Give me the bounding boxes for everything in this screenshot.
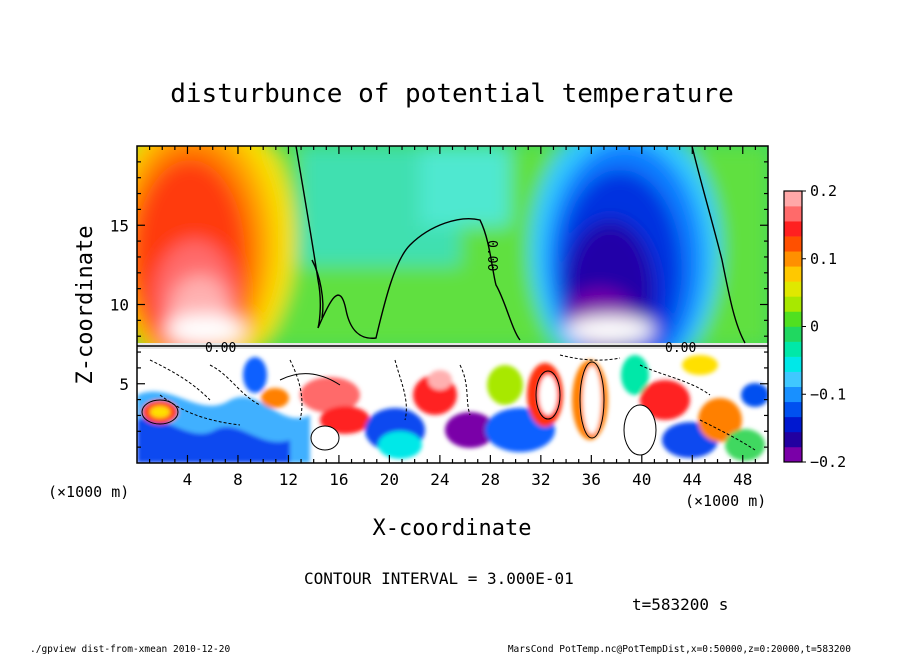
colorbar-swatch [784,296,802,312]
colorbar [783,190,803,463]
x-tick-label: 12 [279,470,298,489]
contour-lines-lower-solid [141,361,657,456]
contour-label: 0.00 [665,341,696,356]
colorbar-swatch [784,191,802,207]
contour-label: 0.00 [484,240,499,271]
colorbar-label: 0 [810,318,819,336]
axis-ticks [137,146,768,463]
upper-field [137,146,768,385]
footer-left: ./gpview_dist-from-xmean 2010-12-20 [30,644,230,654]
contour-lines [137,146,768,347]
x-tick-label: 44 [683,470,702,489]
contour-label: 0.00 [205,341,236,356]
x-tick-label: 4 [183,470,193,489]
colorbar-swatch [784,311,802,327]
chart-title: disturbunce of potential temperature [170,79,734,109]
x-tick-label: 36 [582,470,601,489]
y-axis-label: Z-coordinate [73,226,98,385]
colorbar-swatch [784,416,802,433]
colorbar-label: 0.1 [810,250,837,268]
colorbar-swatch [784,221,802,237]
x-tick-label: 8 [233,470,243,489]
colorbar-swatch [784,356,802,372]
x-tick-label: 48 [733,470,752,489]
colorbar-swatch [784,326,802,342]
colorbar-labels: 0.2 0.1 0 −0.1 −0.2 [802,182,846,471]
colorbar-swatch [784,341,802,357]
x-tick-label: 16 [329,470,348,489]
colorbar-swatch [784,251,802,267]
x-unit-left: (×1000 m) [48,483,129,501]
colorbar-swatch [784,371,802,388]
x-tick-label: 28 [481,470,500,489]
y-tick-label: 10 [110,296,129,315]
colorbar-label: −0.1 [810,385,846,403]
colorbar-swatch [784,446,802,463]
colorbar-swatch [784,401,802,418]
colorbar-label: −0.2 [810,453,846,471]
colorbar-swatch [784,266,802,282]
time-text: t=583200 s [632,595,728,614]
contour-lines-lower [149,354,756,451]
colorbar-swatch [784,236,802,252]
plot-area: 0.00 0.00 0.00 [137,146,768,463]
x-tick-label: 20 [380,470,399,489]
x-axis-label: X-coordinate [373,516,532,541]
colorbar-swatch [784,386,802,403]
colorbar-swatch [784,281,802,297]
y-tick-labels: 5 10 15 [110,216,129,394]
contour-interval-text: CONTOUR INTERVAL = 3.000E-01 [304,569,574,588]
colorbar-swatch [784,431,802,448]
y-tick-label: 15 [110,216,129,235]
colorbar-swatch [784,206,802,222]
x-tick-label: 40 [632,470,651,489]
colorbar-label: 0.2 [810,182,837,200]
x-tick-label: 32 [531,470,550,489]
lower-field [137,349,768,463]
x-tick-labels: 4 8 12 16 20 24 28 32 36 40 44 48 [183,470,753,489]
x-tick-label: 24 [430,470,449,489]
footer-right: MarsCond_PotTemp.nc@PotTempDist,x=0:5000… [508,644,851,654]
y-tick-label: 5 [119,375,129,394]
x-unit-right: (×1000 m) [685,492,766,510]
